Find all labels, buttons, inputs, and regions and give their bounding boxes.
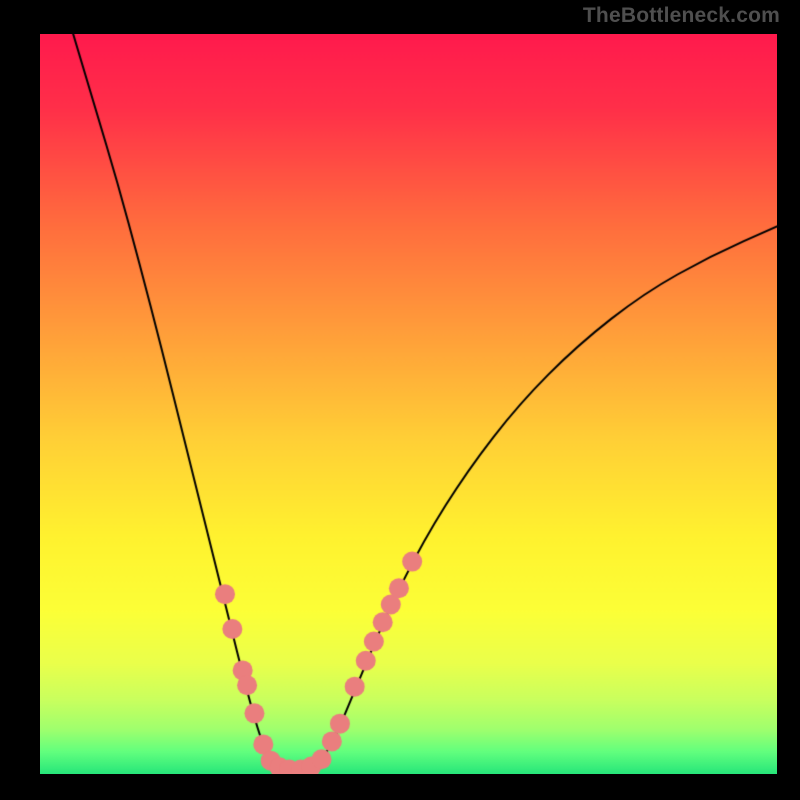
- watermark-text: TheBottleneck.com: [583, 4, 780, 28]
- bottleneck-chart: [40, 34, 777, 774]
- frame-border-bottom: [0, 774, 800, 800]
- frame-border-left: [0, 0, 40, 800]
- frame-border-right: [777, 0, 800, 800]
